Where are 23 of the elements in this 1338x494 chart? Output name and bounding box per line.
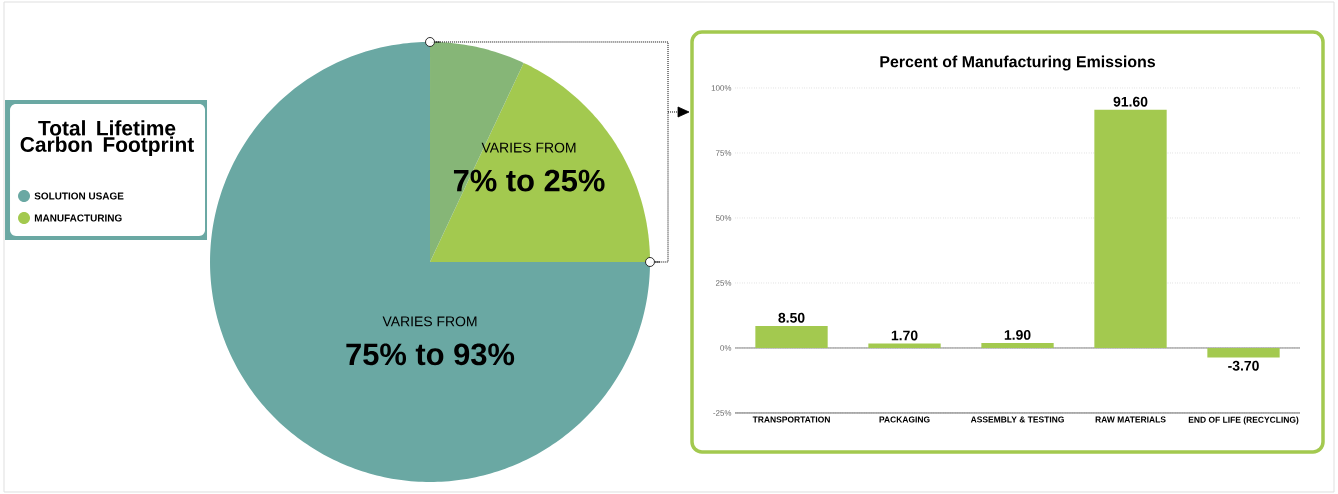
data-label: 1.70 <box>891 330 918 341</box>
text: VARIES FROM <box>481 142 576 153</box>
bar <box>755 325 828 348</box>
x-tick-label: END OF LIFE (RECYCLING) <box>1188 416 1299 425</box>
legend-label: MANUFACTURING <box>34 214 122 222</box>
text: VARIES FROM <box>382 316 477 327</box>
data-label: -3.70 <box>1228 360 1259 371</box>
data-label: 91.60 <box>1113 96 1148 107</box>
bar <box>981 343 1054 348</box>
text: 7% to 25% <box>453 169 605 192</box>
data-label: 8.50 <box>778 312 805 323</box>
x-tick-label: PACKAGING <box>879 416 930 423</box>
x-tick-label: RAW MATERIALS <box>1095 416 1166 423</box>
x-tick-label: ASSEMBLY & TESTING <box>970 416 1064 423</box>
legend-label: SOLUTION USAGE <box>34 192 124 200</box>
text: Total Lifetime Carbon Footprint <box>20 120 194 157</box>
x-tick-label: TRANSPORTATION <box>752 416 830 423</box>
data-label: 1.90 <box>1004 329 1031 340</box>
chart-title: Percent of Manufacturing Emissions <box>880 55 1156 71</box>
bar <box>868 343 941 348</box>
bar <box>1094 109 1167 348</box>
text: 75% to 93% <box>346 343 515 366</box>
bar <box>1207 347 1280 358</box>
